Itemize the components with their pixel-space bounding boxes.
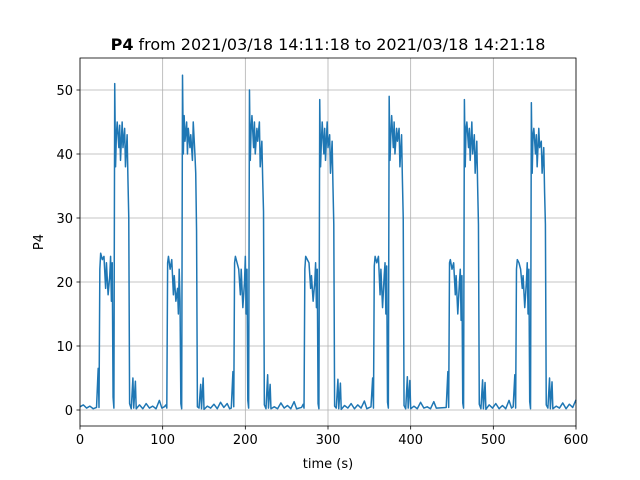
chart-title: P4 from 2021/03/18 14:11:18 to 2021/03/18…	[111, 35, 546, 54]
x-tick-label: 100	[150, 433, 175, 448]
x-axis-label: time (s)	[303, 457, 353, 472]
y-tick-label: 0	[65, 404, 73, 419]
y-tick-label: 10	[56, 340, 73, 355]
grid	[79, 58, 577, 426]
x-tick-label: 300	[316, 433, 341, 448]
y-tick-label: 50	[56, 84, 73, 99]
y-tick-label: 30	[56, 212, 73, 227]
x-tick-label: 200	[233, 433, 258, 448]
x-tick-label: 0	[76, 433, 84, 448]
title-bold: P4	[111, 35, 134, 54]
x-tick-label: 400	[398, 433, 423, 448]
ticks: 0 100 200 300 400 500 600 0 10 20 30 40 50	[56, 84, 588, 448]
y-tick-label: 40	[56, 148, 73, 163]
y-tick-label: 20	[56, 276, 73, 291]
x-tick-label: 600	[564, 433, 589, 448]
plot-area	[79, 74, 577, 411]
data-line	[79, 74, 577, 411]
x-tick-label: 500	[481, 433, 506, 448]
title-rest: from 2021/03/18 14:11:18 to 2021/03/18 1…	[138, 35, 545, 54]
y-axis-label: P4	[32, 234, 47, 250]
